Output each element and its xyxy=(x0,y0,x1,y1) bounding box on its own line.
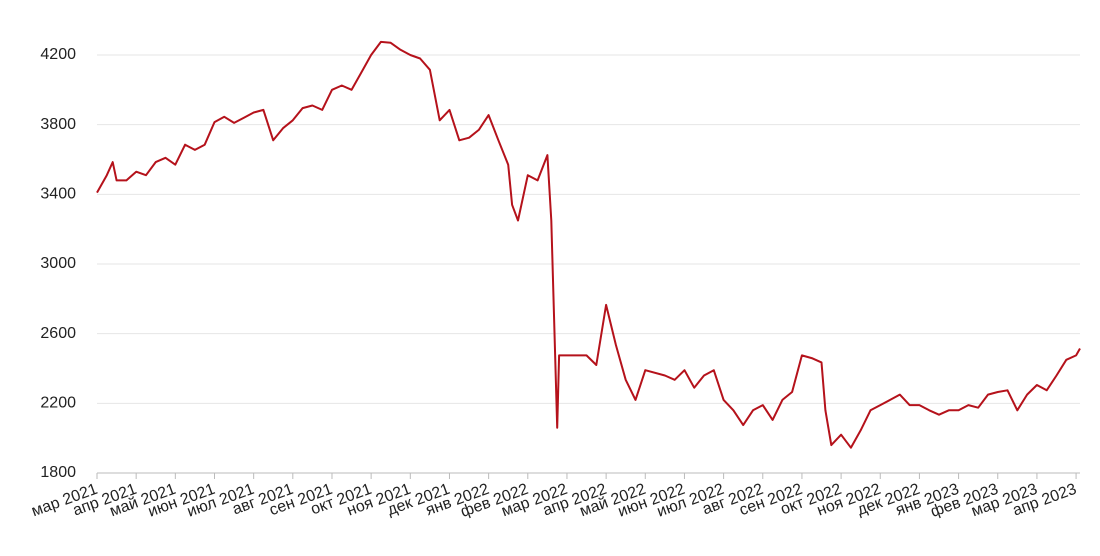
y-tick-label: 1800 xyxy=(40,464,76,481)
y-tick-label: 3000 xyxy=(40,255,76,272)
line-series xyxy=(96,40,1081,449)
y-tick-label: 2200 xyxy=(40,395,76,412)
y-tick-label: 4200 xyxy=(40,46,76,63)
y-tick-label: 3800 xyxy=(40,116,76,133)
y-tick-label: 2600 xyxy=(40,325,76,342)
y-tick-label: 3400 xyxy=(40,186,76,203)
